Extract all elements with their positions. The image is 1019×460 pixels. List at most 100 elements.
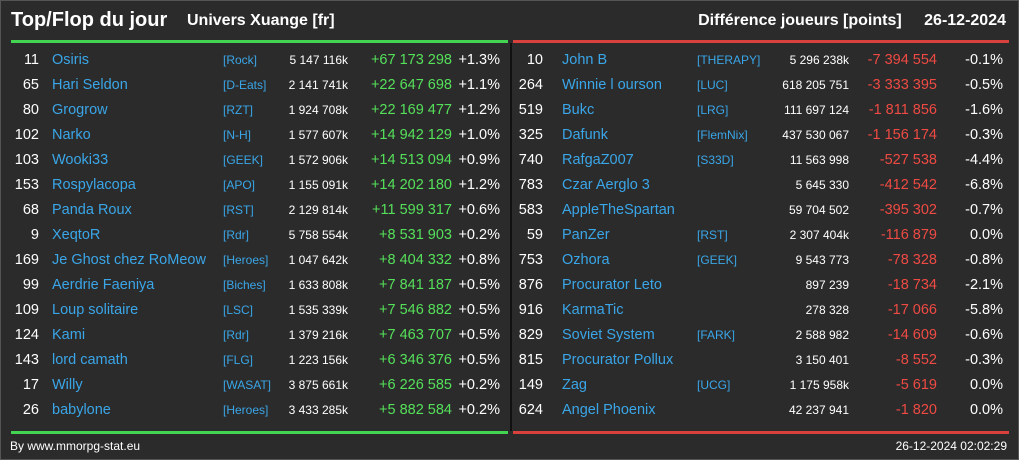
alliance-tag[interactable]: [N-H] xyxy=(223,128,251,142)
player-name-link[interactable]: Aerdrie Faeniya xyxy=(52,277,155,293)
alliance-tag[interactable]: [RST] xyxy=(697,228,728,242)
alliance-tag[interactable]: [GEEK] xyxy=(223,153,264,167)
points-difference: -395 302 xyxy=(879,202,937,218)
alliance-tag[interactable]: [LUC] xyxy=(697,78,728,92)
alliance-tag[interactable]: [UCG] xyxy=(697,378,731,392)
player-rank: 124 xyxy=(14,327,39,343)
percent-change: +0.5% xyxy=(458,302,500,318)
player-name-link[interactable]: AppleTheSpartan xyxy=(562,202,675,218)
player-row: 815 Procurator Pollux 3 150 401 -8 552 -0.3% xyxy=(513,348,1009,373)
player-name-link[interactable]: KarmaTic xyxy=(562,302,624,318)
percent-change: -2.1% xyxy=(965,277,1003,293)
player-name-link[interactable]: Bukc xyxy=(562,102,595,118)
player-row: 68 Panda Roux [RST] 2 129 814k +11 599 317 +0… xyxy=(11,198,508,223)
player-name-link[interactable]: Winnie l ourson xyxy=(562,77,662,93)
player-rank: 9 xyxy=(30,227,39,243)
player-name-link[interactable]: Zag xyxy=(562,377,587,393)
percent-change: -5.8% xyxy=(965,302,1003,318)
player-name-link[interactable]: John B xyxy=(562,52,608,68)
player-row: 102 Narko [N-H] 1 577 607k +14 942 129 +1.0% xyxy=(11,123,508,148)
points-difference: +5 882 584 xyxy=(379,402,452,418)
percent-change: -0.1% xyxy=(965,52,1003,68)
column-divider xyxy=(510,43,512,431)
alliance-tag[interactable]: [Heroes] xyxy=(223,253,269,267)
alliance-tag[interactable]: [WASAT] xyxy=(223,378,271,392)
player-rank: 102 xyxy=(14,127,39,143)
player-name-link[interactable]: Hari Seldon xyxy=(52,77,128,93)
player-name-link[interactable]: Czar Aerglo 3 xyxy=(562,177,650,193)
alliance-tag[interactable]: [Rdr] xyxy=(223,228,250,242)
player-rank: 109 xyxy=(14,302,39,318)
player-name-link[interactable]: RafgaZ007 xyxy=(562,152,634,168)
player-name-link[interactable]: Osiris xyxy=(52,52,90,68)
alliance-tag[interactable]: [FlemNix] xyxy=(697,128,748,142)
player-rank: 519 xyxy=(518,102,543,118)
player-row: 65 Hari Seldon [D-Eats] 2 141 741k +22 647 6… xyxy=(11,73,508,98)
points-difference: -14 609 xyxy=(887,327,937,343)
alliance-tag[interactable]: [Rdr] xyxy=(223,328,250,342)
player-name-link[interactable]: babylone xyxy=(52,402,111,418)
player-name-link[interactable]: Kami xyxy=(52,327,86,343)
player-name-link[interactable]: XeqtoR xyxy=(52,227,101,243)
player-points: 2 141 741k xyxy=(288,78,348,92)
alliance-tag[interactable]: [APO] xyxy=(223,178,256,192)
points-difference: +8 531 903 xyxy=(379,227,452,243)
footer-timestamp: 26-12-2024 02:02:29 xyxy=(895,439,1007,453)
player-row: 624 Angel Phoenix 42 237 941 -1 820 0.0% xyxy=(513,398,1009,423)
points-difference: -527 538 xyxy=(879,152,937,168)
player-name-link[interactable]: Panda Roux xyxy=(52,202,132,218)
player-row: 59 PanZer [RST] 2 307 404k -116 879 0.0% xyxy=(513,223,1009,248)
alliance-tag[interactable]: [GEEK] xyxy=(697,253,738,267)
player-rank: 99 xyxy=(22,277,39,293)
player-points: 278 328 xyxy=(805,303,849,317)
alliance-tag[interactable]: [LSC] xyxy=(223,303,254,317)
player-name-link[interactable]: PanZer xyxy=(562,227,610,243)
player-rank: 149 xyxy=(518,377,543,393)
player-row: 143 lord camath [FLG] 1 223 156k +6 346 376 +… xyxy=(11,348,508,373)
points-difference: +14 942 129 xyxy=(370,127,452,143)
alliance-tag[interactable]: [FARK] xyxy=(697,328,736,342)
alliance-tag[interactable]: [LRG] xyxy=(697,103,729,117)
player-name-link[interactable]: Soviet System xyxy=(562,327,655,343)
flop-bottom-bar xyxy=(513,431,1009,434)
percent-change: -0.5% xyxy=(965,77,1003,93)
page-title: Top/Flop du jour xyxy=(11,9,168,31)
points-difference: -18 734 xyxy=(887,277,937,293)
percent-change: -0.3% xyxy=(965,352,1003,368)
player-name-link[interactable]: Loup solitaire xyxy=(52,302,139,318)
points-difference: +14 513 094 xyxy=(370,152,452,168)
points-difference: -8 552 xyxy=(895,352,937,368)
alliance-tag[interactable]: [FLG] xyxy=(223,353,254,367)
percent-change: +0.8% xyxy=(458,252,500,268)
alliance-tag[interactable]: [RZT] xyxy=(223,103,253,117)
player-name-link[interactable]: Grogrow xyxy=(52,102,108,118)
player-points: 1 535 339k xyxy=(288,303,348,317)
alliance-tag[interactable]: [Biches] xyxy=(223,278,266,292)
alliance-tag[interactable]: [S33D] xyxy=(697,153,734,167)
points-difference: +67 173 298 xyxy=(370,52,452,68)
player-name-link[interactable]: Narko xyxy=(52,127,91,143)
points-difference: +14 202 180 xyxy=(370,177,452,193)
player-points: 1 155 091k xyxy=(288,178,348,192)
player-name-link[interactable]: Procurator Pollux xyxy=(562,352,674,368)
header-right: Différence joueurs [points] 26-12-2024 xyxy=(698,12,1006,30)
player-name-link[interactable]: Procurator Leto xyxy=(562,277,662,293)
alliance-tag[interactable]: [RST] xyxy=(223,203,254,217)
player-name-link[interactable]: lord camath xyxy=(52,352,128,368)
alliance-tag[interactable]: [D-Eats] xyxy=(223,78,267,92)
player-rank: 583 xyxy=(518,202,543,218)
alliance-tag[interactable]: [Rock] xyxy=(223,53,258,67)
alliance-tag[interactable]: [Heroes] xyxy=(223,403,269,417)
alliance-tag[interactable]: [THERAPY] xyxy=(697,53,761,67)
player-rank: 829 xyxy=(518,327,543,343)
player-row: 103 Wooki33 [GEEK] 1 572 906k +14 513 094 +0.… xyxy=(11,148,508,173)
player-points: 3 433 285k xyxy=(288,403,348,417)
player-name-link[interactable]: Dafunk xyxy=(562,127,608,143)
player-row: 519 Bukc [LRG] 111 697 124 -1 811 856 -1.6% xyxy=(513,98,1009,123)
player-name-link[interactable]: Ozhora xyxy=(562,252,610,268)
player-name-link[interactable]: Wooki33 xyxy=(52,152,109,168)
player-name-link[interactable]: Rospylacopa xyxy=(52,177,136,193)
player-name-link[interactable]: Willy xyxy=(52,377,83,393)
player-name-link[interactable]: Je Ghost chez RoMeow xyxy=(52,252,206,268)
player-name-link[interactable]: Angel Phoenix xyxy=(562,402,656,418)
